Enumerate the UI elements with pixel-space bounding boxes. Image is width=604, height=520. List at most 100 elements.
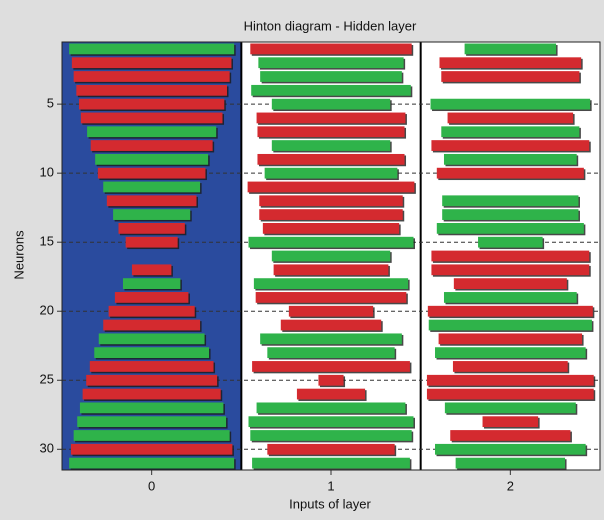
bar <box>442 209 579 220</box>
bar <box>90 140 213 151</box>
bar <box>247 181 415 193</box>
bar <box>288 305 374 317</box>
bar <box>447 112 574 124</box>
bar <box>273 264 389 276</box>
bar <box>267 347 395 359</box>
bar <box>258 57 404 69</box>
bar <box>114 292 189 303</box>
x-tick-label: 1 <box>327 478 334 493</box>
x-axis-label: Inputs of layer <box>289 496 371 511</box>
bar <box>439 57 582 69</box>
bar <box>257 153 405 165</box>
bar <box>426 388 594 400</box>
bar <box>94 347 210 359</box>
bar <box>280 319 382 331</box>
bar <box>253 278 409 289</box>
bar <box>97 167 206 179</box>
bar <box>443 153 577 165</box>
bar <box>444 402 576 414</box>
bar <box>255 292 407 303</box>
bar <box>256 402 406 414</box>
bar <box>443 292 577 303</box>
bar <box>430 98 591 110</box>
bar <box>431 264 590 276</box>
bar <box>426 374 594 386</box>
bar <box>453 278 567 289</box>
bar <box>482 416 539 428</box>
bar <box>98 333 205 345</box>
y-tick-label: 25 <box>40 372 54 387</box>
bar <box>267 443 395 455</box>
bar <box>478 236 543 248</box>
bar <box>69 457 235 469</box>
bar <box>252 361 410 372</box>
bar <box>450 430 571 441</box>
bar <box>271 250 391 262</box>
bar <box>271 140 391 151</box>
bar <box>73 71 230 82</box>
bar <box>125 236 178 248</box>
y-tick-label: 15 <box>40 234 54 249</box>
bar <box>251 84 411 96</box>
bar <box>260 71 402 82</box>
bar <box>252 457 410 469</box>
bar <box>436 223 584 234</box>
bar <box>271 98 391 110</box>
chart-title: Hinton diagram - Hidden layer <box>244 18 417 33</box>
bar <box>79 402 224 414</box>
bar <box>264 167 398 179</box>
bar <box>86 374 218 386</box>
y-tick-label: 20 <box>40 303 54 318</box>
bar <box>431 140 590 151</box>
bar <box>122 278 181 289</box>
bar <box>455 457 566 469</box>
bar <box>436 167 584 179</box>
y-tick-label: 5 <box>47 96 54 111</box>
bar <box>256 112 406 124</box>
bar <box>108 305 195 317</box>
bar <box>95 153 209 165</box>
bar <box>431 250 590 262</box>
bar <box>76 84 227 96</box>
bar <box>452 361 568 372</box>
y-axis-label: Neurons <box>11 230 26 280</box>
bar <box>131 264 172 276</box>
bar <box>70 443 233 455</box>
bar <box>248 236 414 248</box>
bar <box>82 388 221 400</box>
y-tick-label: 10 <box>40 165 54 180</box>
bar <box>79 98 225 110</box>
bar <box>80 112 223 124</box>
bar <box>106 195 197 207</box>
bar <box>318 374 344 386</box>
bar <box>442 195 579 207</box>
bar <box>438 333 583 345</box>
bar <box>259 209 403 220</box>
bar <box>260 333 402 345</box>
bar <box>435 347 586 359</box>
bar <box>87 126 217 138</box>
bar <box>118 223 185 234</box>
bar <box>73 430 230 441</box>
bar <box>296 388 366 400</box>
bar <box>89 361 214 372</box>
bar <box>69 43 235 55</box>
bar <box>77 416 227 428</box>
bar <box>259 195 403 207</box>
y-tick-label: 30 <box>40 441 54 456</box>
bar <box>250 430 412 441</box>
bar <box>250 43 412 55</box>
bar <box>428 319 592 331</box>
bar <box>441 71 580 82</box>
bar <box>427 305 593 317</box>
bar <box>71 57 232 69</box>
bar <box>435 443 586 455</box>
bar <box>248 416 414 428</box>
bar <box>464 43 557 55</box>
bar <box>257 126 405 138</box>
bar <box>262 223 400 234</box>
x-tick-label: 0 <box>148 478 155 493</box>
bar <box>103 319 201 331</box>
bar <box>103 181 201 193</box>
